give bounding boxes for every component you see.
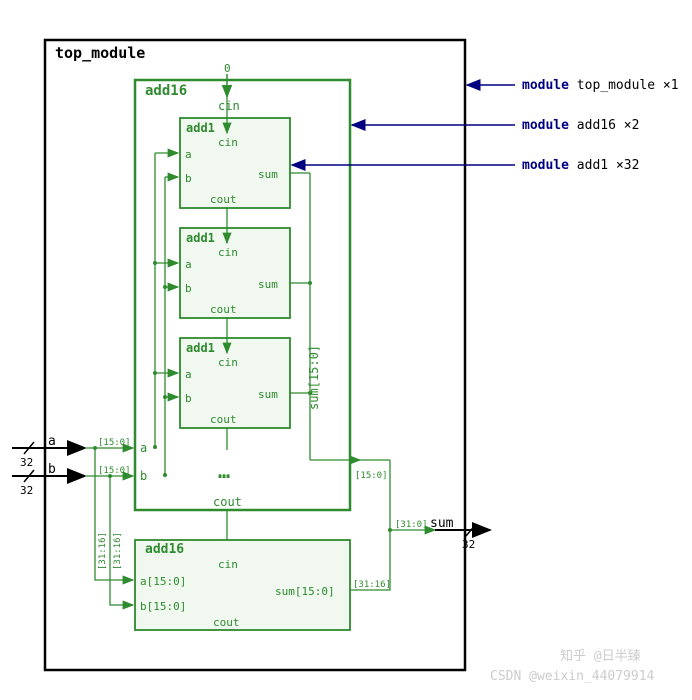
add1-box-0: add1 cin a b sum cout bbox=[180, 118, 290, 208]
add1-a: a bbox=[185, 148, 192, 161]
add1-group: add1 cin a b sum cout add1 cin a b sum c… bbox=[180, 118, 290, 428]
legend: module top_module ×1 module add16 ×2 mod… bbox=[522, 78, 679, 173]
add1-cin: cin bbox=[218, 356, 238, 369]
add16-bot-b: b[15:0] bbox=[140, 600, 186, 613]
add16-bot-cout: cout bbox=[213, 616, 240, 629]
add1-sum: sum bbox=[258, 168, 278, 181]
range-a-3116: [31:16] bbox=[98, 532, 108, 570]
svg-text:module add1 ×32: module add1 ×32 bbox=[522, 158, 639, 173]
input-b-label: b bbox=[48, 462, 56, 477]
watermark-2: CSDN @weixin_44079914 bbox=[490, 669, 655, 684]
add16-bot-a: a[15:0] bbox=[140, 575, 186, 588]
input-a-bus: 32 bbox=[20, 456, 33, 469]
add1-label: add1 bbox=[186, 341, 215, 355]
legend-kw: module bbox=[522, 118, 569, 133]
top-module-label: top_module bbox=[55, 44, 145, 62]
cin-zero: 0 bbox=[224, 62, 231, 75]
add1-label: add1 bbox=[186, 121, 215, 135]
add16-top-cin: cin bbox=[218, 99, 240, 113]
add1-label: add1 bbox=[186, 231, 215, 245]
add16-bot-cin: cin bbox=[218, 558, 238, 571]
add1-a: a bbox=[185, 368, 192, 381]
output-sum-bus: 32 bbox=[462, 538, 475, 551]
add1-sum: sum bbox=[258, 278, 278, 291]
range-sum-310: [31:0] bbox=[395, 520, 428, 530]
add1-b: b bbox=[185, 172, 192, 185]
add1-b: b bbox=[185, 282, 192, 295]
range-a-150: [15:0] bbox=[98, 438, 131, 448]
svg-text:module add16 ×2: module add16 ×2 bbox=[522, 118, 639, 133]
legend-name: top_module bbox=[577, 78, 655, 93]
add16-top-a: a bbox=[140, 441, 147, 455]
add16-bot-sum: sum[15:0] bbox=[275, 585, 335, 598]
ellipsis: … bbox=[218, 459, 230, 483]
add1-cout: cout bbox=[210, 413, 237, 426]
add1-sum: sum bbox=[258, 388, 278, 401]
add1-box-2: add1 cin a b sum cout bbox=[180, 338, 290, 428]
range150-out: [15:0] bbox=[355, 471, 388, 481]
add16-top-label: add16 bbox=[145, 83, 187, 99]
add1-cin: cin bbox=[218, 246, 238, 259]
add16-bot-label: add16 bbox=[145, 542, 184, 557]
range-sum-3116: [31:16] bbox=[353, 580, 391, 590]
input-a-label: a bbox=[48, 434, 56, 449]
add1-cout: cout bbox=[210, 193, 237, 206]
add1-a: a bbox=[185, 258, 192, 271]
legend-count: ×32 bbox=[616, 158, 639, 173]
legend-kw: module bbox=[522, 78, 569, 93]
input-b-bus: 32 bbox=[20, 484, 33, 497]
legend-count: ×2 bbox=[624, 118, 640, 133]
add16-top-b: b bbox=[140, 469, 147, 483]
range-b-150: [15:0] bbox=[98, 466, 131, 476]
legend-kw: module bbox=[522, 158, 569, 173]
add1-cin: cin bbox=[218, 136, 238, 149]
sum150-bus-label: sum[15:0] bbox=[307, 345, 321, 410]
watermark-1: 知乎 @日半臻 bbox=[560, 648, 641, 664]
add1-cout: cout bbox=[210, 303, 237, 316]
add1-b: b bbox=[185, 392, 192, 405]
legend-name: add1 bbox=[577, 158, 608, 173]
legend-count: ×1 bbox=[663, 78, 679, 93]
output-sum-label: sum bbox=[430, 516, 454, 531]
add16-top-cout: cout bbox=[213, 495, 242, 509]
diagram-canvas: top_module add16 cin a b cout 0 add1 cin… bbox=[0, 0, 692, 700]
svg-text:module top_module ×1: module top_module ×1 bbox=[522, 78, 679, 93]
add1-box-1: add1 cin a b sum cout bbox=[180, 228, 290, 318]
legend-name: add16 bbox=[577, 118, 616, 133]
range-b-3116: [31:16] bbox=[113, 532, 123, 570]
